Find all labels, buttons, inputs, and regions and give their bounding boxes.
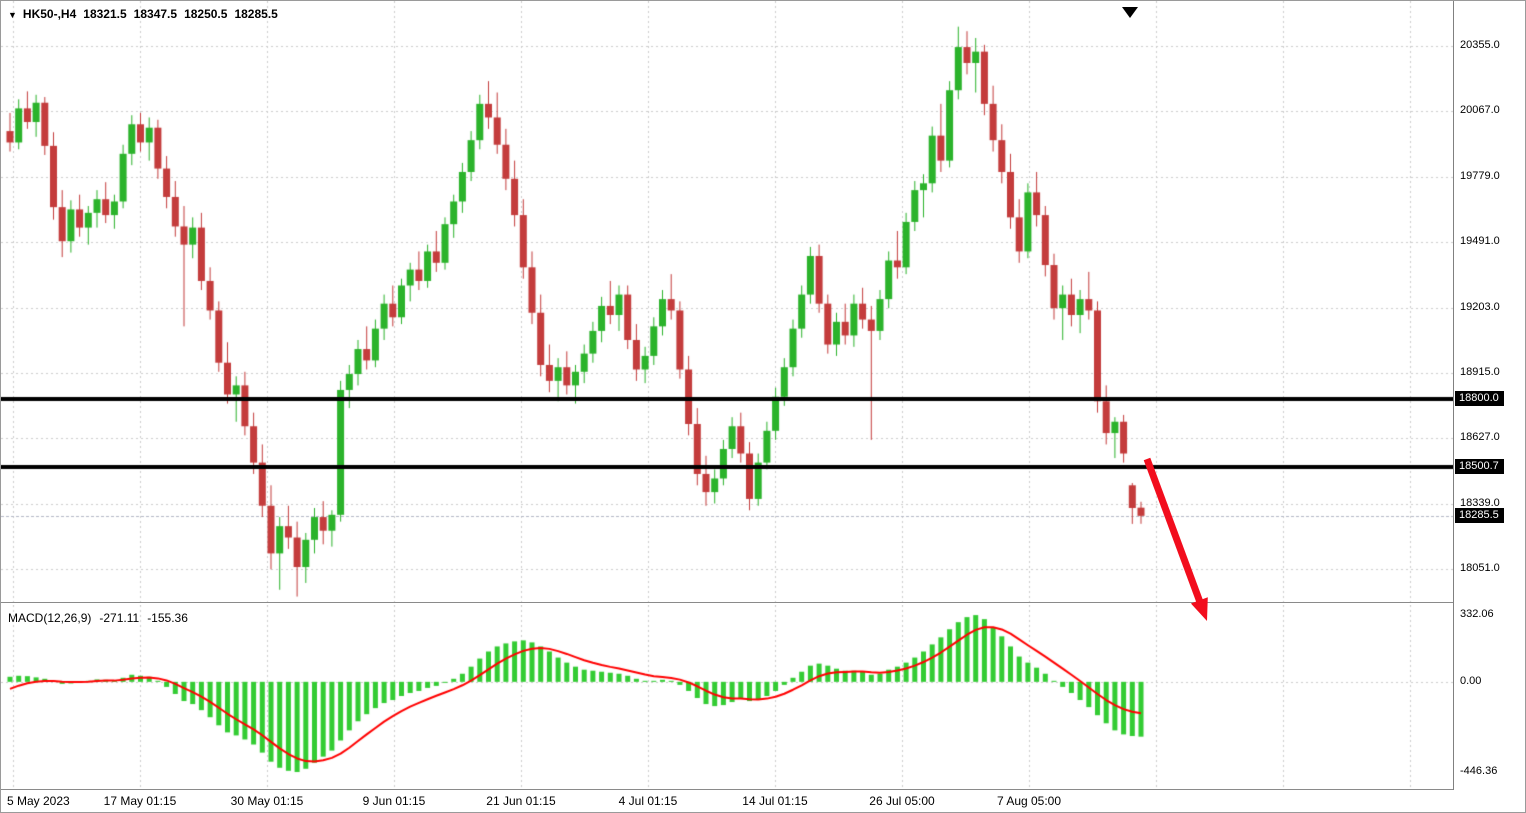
- time-tick-label: 26 Jul 05:00: [869, 794, 935, 808]
- price-axis[interactable]: 20355.0 20067.0 19779.0 19491.0 19203.0 18915…: [1453, 1, 1525, 790]
- macd-tick-label: 332.06: [1460, 607, 1494, 620]
- ohlc-low-value: 18250.5: [184, 7, 228, 21]
- time-tick-label: 21 Jun 01:15: [486, 794, 556, 808]
- macd-indicator-label: MACD(12,26,9) -271.11 -155.36: [8, 611, 196, 625]
- ohlc-high-value: 18347.5: [133, 7, 178, 21]
- collapse-arrow-icon[interactable]: ▼: [8, 10, 17, 20]
- macd-indicator-canvas[interactable]: [1, 605, 1453, 789]
- macd-tick-label: -446.36: [1460, 765, 1498, 778]
- price-tick-label: 18627.0: [1460, 431, 1500, 444]
- macd-main-value: -271.11: [99, 611, 140, 625]
- price-chart-canvas[interactable]: [1, 1, 1453, 602]
- time-tick-label: 7 Aug 05:00: [996, 794, 1062, 808]
- time-tick-label: 14 Jul 01:15: [742, 794, 808, 808]
- current-price-badge: 18285.5: [1455, 507, 1504, 523]
- time-axis[interactable]: 5 May 2023 17 May 01:15 30 May 01:15 9 Jun …: [1, 790, 1525, 812]
- time-tick-label: 5 May 2023: [7, 794, 70, 808]
- price-tick-label: 19491.0: [1460, 235, 1500, 248]
- price-tick-label: 18051.0: [1460, 562, 1500, 575]
- chart-header: ▼ HK50-,H4 18321.5 18347.5 18250.5 18285.5: [8, 7, 278, 21]
- ohlc-open-value: 18321.5: [83, 7, 127, 21]
- time-tick-label: 30 May 01:15: [230, 794, 304, 808]
- price-tick-label: 19779.0: [1460, 169, 1500, 182]
- time-tick-label: 17 May 01:15: [103, 794, 177, 808]
- price-tick-label: 19203.0: [1460, 300, 1500, 313]
- price-tick-label: 18339.0: [1460, 496, 1500, 509]
- macd-tick-label: 0.00: [1460, 674, 1482, 687]
- ohlc-close-value: 18285.5: [234, 7, 278, 21]
- time-tick-label: 4 Jul 01:15: [618, 794, 678, 808]
- price-level-badge: 18500.7: [1455, 458, 1504, 474]
- axis-separator: [1, 789, 1525, 790]
- price-tick-label: 20355.0: [1460, 38, 1500, 51]
- price-tick-label: 18915.0: [1460, 365, 1500, 378]
- time-tick-label: 9 Jun 01:15: [362, 794, 426, 808]
- panel-separator[interactable]: [1, 602, 1525, 603]
- macd-signal-value: -155.36: [147, 611, 188, 625]
- chart-title: HK50-,H4: [22, 7, 77, 21]
- macd-name: MACD(12,26,9): [8, 611, 92, 625]
- price-level-badge: 18800.0: [1455, 391, 1504, 407]
- price-tick-label: 20067.0: [1460, 104, 1500, 117]
